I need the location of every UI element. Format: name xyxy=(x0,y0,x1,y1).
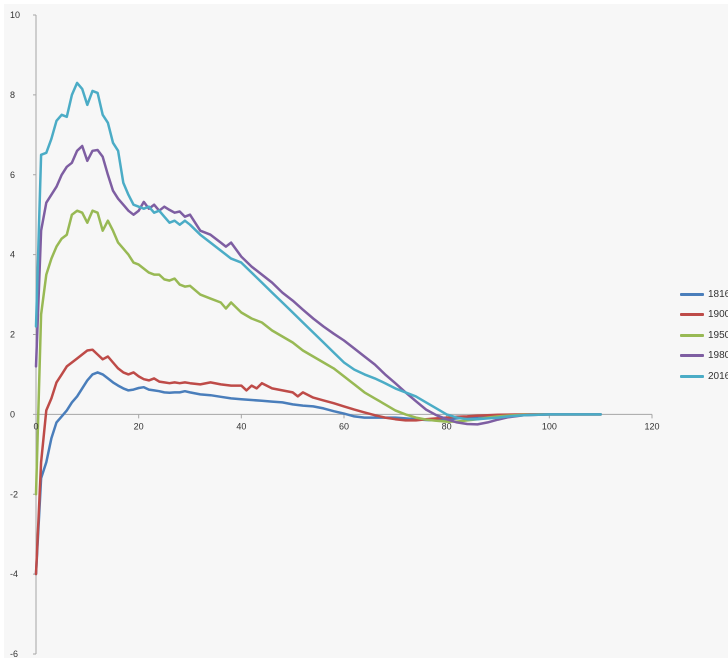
legend-item-1816: 1816 xyxy=(680,284,728,305)
legend: 1816 1900 1950 1980 2016 xyxy=(680,284,728,387)
y-tick-label: 10 xyxy=(10,10,20,20)
legend-swatch xyxy=(680,333,704,337)
axes xyxy=(33,14,653,655)
legend-swatch xyxy=(680,313,704,317)
legend-item-1950: 1950 xyxy=(680,325,728,346)
y-tick-label: -6 xyxy=(10,649,18,658)
legend-label: 1900 xyxy=(708,309,728,321)
y-tick-label: 4 xyxy=(10,250,15,260)
y-tick-label: 8 xyxy=(10,90,15,100)
legend-label: 2016 xyxy=(708,370,728,382)
x-tick-label: 0 xyxy=(33,421,38,431)
y-tick-label: -2 xyxy=(10,489,18,499)
legend-item-2016: 2016 xyxy=(680,366,728,387)
x-tick-label: 100 xyxy=(542,421,557,431)
legend-label: 1816 xyxy=(708,288,728,300)
y-tick-label: 0 xyxy=(10,409,15,419)
x-tick-label: 40 xyxy=(236,421,246,431)
series-line-1980 xyxy=(34,144,602,426)
legend-label: 1980 xyxy=(708,350,728,362)
x-tick-label: 20 xyxy=(134,421,144,431)
y-tick-label: 6 xyxy=(10,170,15,180)
legend-swatch xyxy=(680,292,704,296)
legend-swatch xyxy=(680,354,704,358)
x-tick-label: 120 xyxy=(644,421,659,431)
series-line-1900 xyxy=(34,348,602,576)
series-lines xyxy=(34,81,602,576)
y-tick-label: 2 xyxy=(10,330,15,340)
series-line-1816 xyxy=(34,371,602,576)
y-tick-label: -4 xyxy=(10,569,18,579)
series-line-1950 xyxy=(34,209,602,496)
series-line-2016 xyxy=(34,81,602,421)
x-tick-label: 80 xyxy=(442,421,452,431)
legend-item-1980: 1980 xyxy=(680,346,728,367)
chart-area: 10 8 6 4 2 0 -2 -4 -6 0 20 40 60 80 100 120 1816 1900 195… xyxy=(4,4,728,658)
legend-swatch xyxy=(680,374,704,378)
x-tick-label: 60 xyxy=(339,421,349,431)
legend-item-1900: 1900 xyxy=(680,305,728,326)
legend-label: 1950 xyxy=(708,329,728,341)
